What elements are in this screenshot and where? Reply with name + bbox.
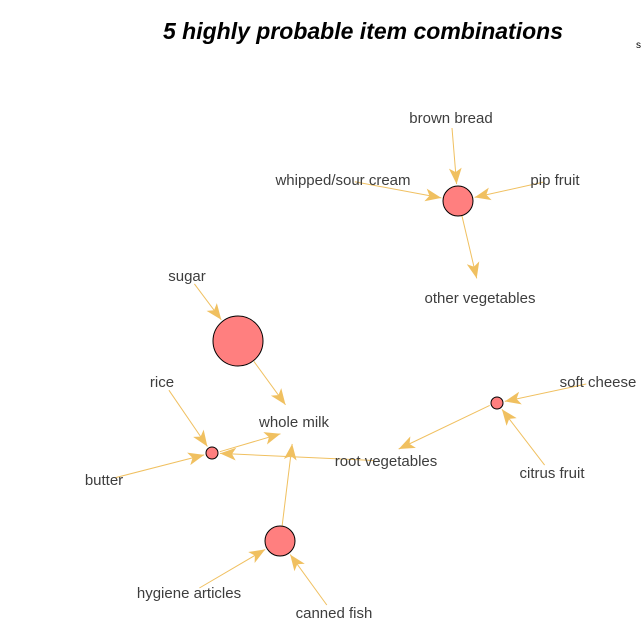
item-label-root-vegetables: root vegetables (335, 453, 438, 470)
edge-sugar-to-rule2 (193, 283, 222, 321)
rule-node-rule5 (264, 525, 296, 557)
edge-rule4-to-root_vegetables (398, 404, 490, 450)
edge-canned_fish-to-rule5 (289, 554, 328, 606)
item-label-pip-fruit: pip fruit (530, 172, 580, 189)
edge-root_vegetables-to-rule3 (219, 447, 375, 461)
rule-nodes-layer (205, 185, 504, 557)
diagram-title: 5 highly probable item combinations (163, 18, 563, 44)
edge-hygiene_articles-to-rule5 (199, 548, 266, 589)
item-label-citrus-fruit: citrus fruit (519, 465, 585, 482)
item-label-whole-milk: whole milk (258, 414, 330, 431)
item-label-whipped-sour-cream: whipped/sour cream (274, 172, 410, 189)
rule-node-rule4 (490, 396, 504, 410)
edge-brown_bread-to-rule1 (448, 127, 462, 185)
item-label-brown-bread: brown bread (409, 110, 492, 127)
item-label-rice: rice (150, 374, 174, 391)
edges-layer (115, 127, 587, 606)
edge-soft_cheese-to-rule4 (504, 383, 587, 405)
edge-butter-to-rule3 (115, 452, 205, 479)
edge-rule1-to-other_vegetables (461, 215, 480, 279)
edge-whipped_sour_cream-to-rule1 (354, 181, 442, 202)
edge-rice-to-rule3 (168, 389, 208, 447)
item-label-soft-cheese: soft cheese (560, 374, 637, 391)
item-label-hygiene-articles: hygiene articles (137, 585, 241, 602)
rule-node-rule3 (205, 446, 219, 460)
rule-node-rule2 (212, 315, 264, 367)
edge-rule2-to-whole_milk (253, 361, 286, 406)
corner-clipped-text: s (636, 40, 641, 51)
item-label-butter: butter (85, 472, 123, 489)
item-labels-layer: brown bread whipped/sour cream pip fruit ot… (85, 110, 637, 622)
edge-citrus_fruit-to-rule4 (501, 408, 545, 466)
edge-rule5-to-whole_milk (281, 443, 297, 527)
item-label-other-vegetables: other vegetables (425, 290, 536, 307)
edge-pip_fruit-to-rule1 (474, 181, 544, 201)
item-label-canned-fish: canned fish (296, 605, 373, 622)
edge-rule3-to-whole_milk (219, 432, 281, 453)
item-label-sugar: sugar (168, 268, 206, 285)
rule-node-rule1 (442, 185, 474, 217)
